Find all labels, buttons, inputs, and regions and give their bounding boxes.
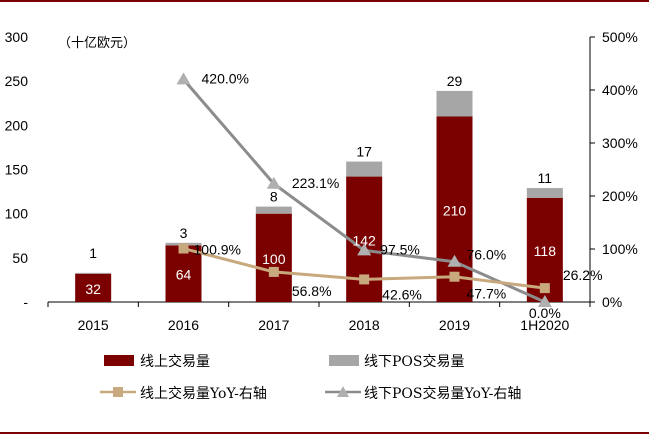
marker-online-yoy — [178, 243, 189, 254]
x-axis: 2015 2016 2017 2018 2019 1H2020 — [47, 301, 591, 333]
left-tick-label: 100 — [5, 206, 29, 222]
bar-pos — [526, 188, 563, 198]
legend-marker-online-yoy — [113, 387, 123, 397]
legend-swatch-online — [104, 355, 134, 366]
marker-pos-yoy — [537, 295, 552, 307]
marker-pos-yoy — [266, 176, 281, 189]
online-yoy-label: 47.7% — [467, 286, 507, 302]
right-tick-label: 300% — [602, 135, 638, 151]
marker-pos-yoy — [176, 72, 191, 85]
bar-online-label: 142 — [352, 232, 376, 248]
right-axis: 500% 400% 300% 200% 100% 0% — [589, 29, 638, 310]
x-tick-label: 2016 — [168, 317, 199, 333]
online-yoy-label: 100.9% — [194, 242, 241, 258]
bar-pos-label: 3 — [180, 225, 188, 241]
online-yoy-label: 26.2% — [563, 267, 603, 283]
right-tick-label: 0% — [602, 294, 622, 310]
left-tick-label: 300 — [5, 29, 29, 45]
left-axis: 300 250 200 150 100 50 - — [5, 29, 29, 310]
bar-online-label: 64 — [176, 267, 192, 283]
bar-pos — [255, 206, 292, 214]
bars — [75, 90, 563, 302]
legend-swatch-pos — [329, 355, 359, 366]
bar-online — [75, 273, 112, 302]
legend-online-yoy: 线上交易量YoY-右轴 — [140, 385, 267, 402]
legend: 线上交易量 线下POS交易量 线上交易量YoY-右轴 线下POS交易量YoY-右… — [100, 353, 521, 402]
marker-pos-yoy — [447, 254, 462, 267]
right-tick-label: 400% — [602, 82, 638, 98]
x-tick-label: 1H2020 — [520, 317, 569, 333]
marker-online-yoy — [449, 271, 460, 282]
online-yoy-label: 42.6% — [382, 286, 422, 302]
marker-online-yoy — [359, 274, 370, 285]
x-tick-label: 2015 — [78, 317, 109, 333]
unit-label: （十亿欧元） — [58, 36, 136, 51]
pos-yoy-label: 76.0% — [467, 247, 507, 263]
bar-online-label: 100 — [262, 251, 286, 267]
marker-pos-yoy — [357, 243, 372, 256]
pos-yoy-label: 420.0% — [202, 70, 249, 86]
x-tick-label: 2019 — [439, 317, 470, 333]
legend-marker-pos-yoy — [337, 386, 349, 397]
bar-pos-label: 8 — [270, 189, 278, 205]
x-tick-label: 2018 — [349, 317, 380, 333]
bar-pos-label: 1 — [89, 245, 97, 261]
bar-pos-label: 29 — [447, 73, 463, 89]
bar-online — [165, 245, 202, 302]
bar-online-label: 118 — [534, 243, 557, 259]
left-tick-label: 50 — [12, 250, 28, 266]
right-tick-label: 500% — [602, 29, 638, 45]
bar-online — [436, 116, 473, 302]
bar-pos — [75, 272, 112, 274]
x-tick-label: 2017 — [258, 317, 289, 333]
legend-pos-yoy: 线下POS交易量YoY-右轴 — [364, 385, 521, 402]
bar-pos — [436, 90, 473, 117]
legend-pos: 线下POS交易量 — [364, 353, 465, 370]
pos-yoy-label: 223.1% — [292, 175, 339, 191]
data-labels: 32 1 64 3 100 8 142 17 210 29 118 11 420.0% 223.1% 97.… — [85, 70, 602, 321]
left-tick-label: 150 — [5, 162, 29, 178]
left-tick-label: 200 — [5, 117, 29, 133]
right-tick-label: 100% — [602, 241, 638, 257]
bar-online-label: 32 — [85, 281, 101, 297]
bar-pos — [346, 161, 383, 177]
bar-pos-label: 11 — [538, 170, 553, 186]
bar-pos-label: 17 — [356, 144, 372, 160]
bar-online-label: 210 — [443, 202, 467, 218]
left-tick-label: 250 — [5, 73, 29, 89]
marker-online-yoy — [268, 266, 279, 277]
bar-online — [255, 213, 292, 302]
right-tick-label: 200% — [602, 188, 638, 204]
marker-online-yoy — [539, 283, 550, 294]
pos-yoy-label: 97.5% — [380, 241, 420, 257]
left-tick-label: - — [23, 294, 28, 310]
legend-online: 线上交易量 — [140, 353, 210, 370]
online-yoy-label: 56.8% — [292, 283, 332, 299]
pos-yoy-label: 0.0% — [529, 305, 561, 321]
yoy-lines — [176, 72, 552, 307]
